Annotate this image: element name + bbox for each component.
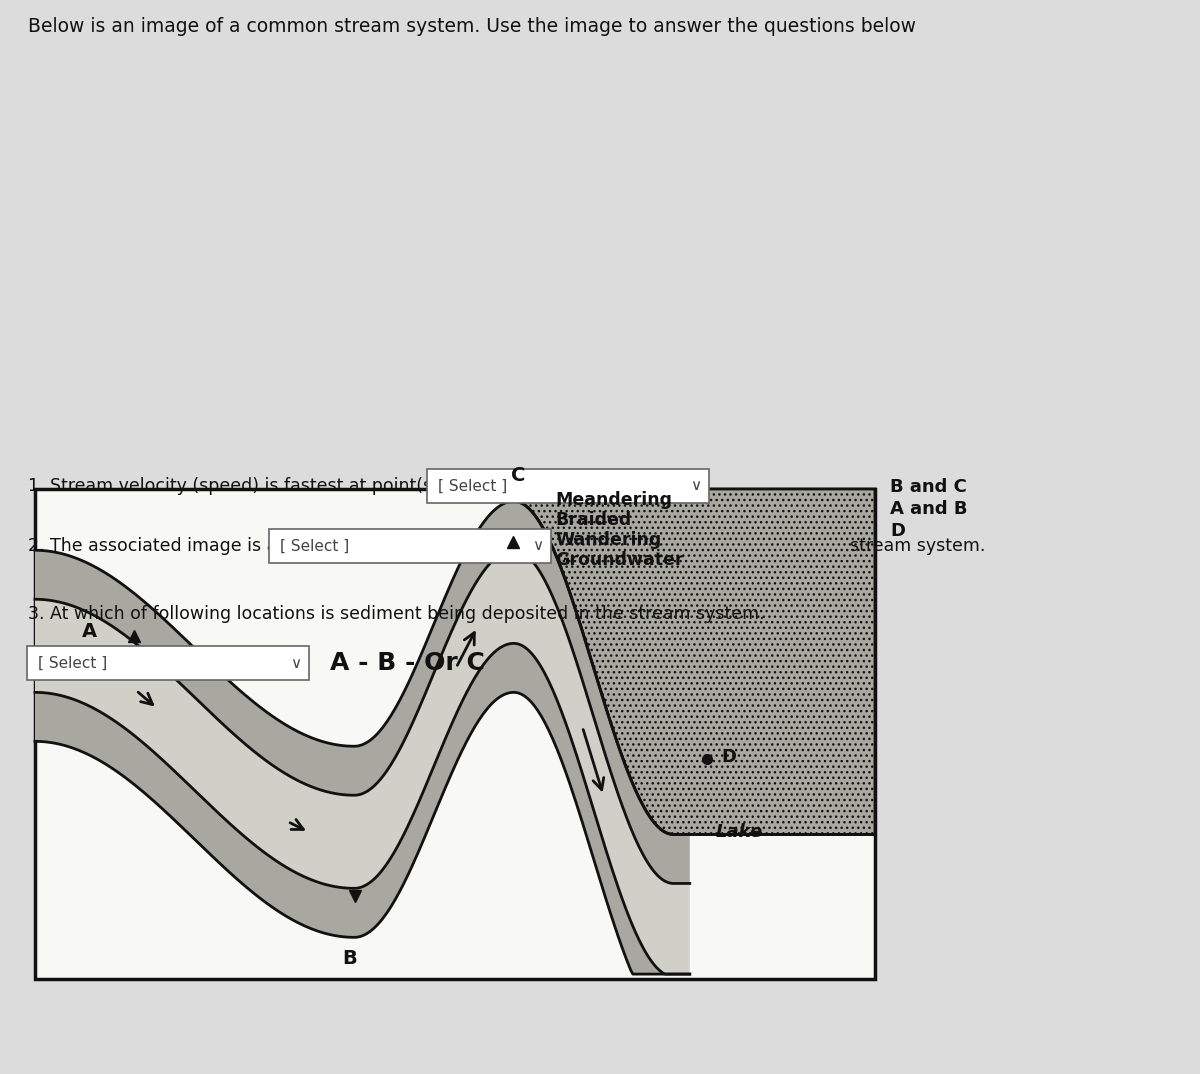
Text: A - B - Or C: A - B - Or C — [330, 651, 485, 674]
FancyBboxPatch shape — [35, 489, 875, 979]
Text: 2. The associated image is a: 2. The associated image is a — [28, 537, 277, 555]
Polygon shape — [512, 489, 875, 834]
Text: A: A — [82, 622, 97, 641]
Text: B: B — [343, 949, 358, 969]
Text: B and C: B and C — [890, 478, 967, 496]
Text: [ Select ]: [ Select ] — [38, 655, 107, 670]
Text: Braided: Braided — [554, 511, 631, 529]
Polygon shape — [35, 550, 690, 974]
Text: C: C — [511, 466, 526, 485]
Polygon shape — [35, 643, 690, 974]
Text: Wandering: Wandering — [554, 531, 661, 549]
Text: [ Select ]: [ Select ] — [280, 538, 349, 553]
FancyBboxPatch shape — [427, 469, 709, 503]
Text: ∨: ∨ — [290, 655, 301, 670]
Text: D: D — [721, 748, 736, 766]
Text: Below is an image of a common stream system. Use the image to answer the questio: Below is an image of a common stream sys… — [28, 17, 916, 37]
Text: 1. Stream velocity (speed) is fastest at point(s):: 1. Stream velocity (speed) is fastest at… — [28, 477, 445, 495]
Text: [ Select ]: [ Select ] — [438, 479, 508, 493]
Text: ∨: ∨ — [690, 479, 702, 493]
FancyBboxPatch shape — [28, 645, 310, 680]
FancyBboxPatch shape — [269, 529, 551, 563]
Polygon shape — [35, 502, 690, 884]
Text: Groundwater: Groundwater — [554, 551, 684, 569]
Text: Meandering: Meandering — [554, 491, 672, 509]
Text: Lake: Lake — [715, 823, 763, 841]
Text: A and B: A and B — [890, 500, 967, 518]
Text: ∨: ∨ — [533, 538, 544, 553]
Text: 3. At which of following locations is sediment being deposited in the stream sys: 3. At which of following locations is se… — [28, 605, 764, 623]
Text: D: D — [890, 522, 905, 540]
Text: stream system.: stream system. — [850, 537, 985, 555]
